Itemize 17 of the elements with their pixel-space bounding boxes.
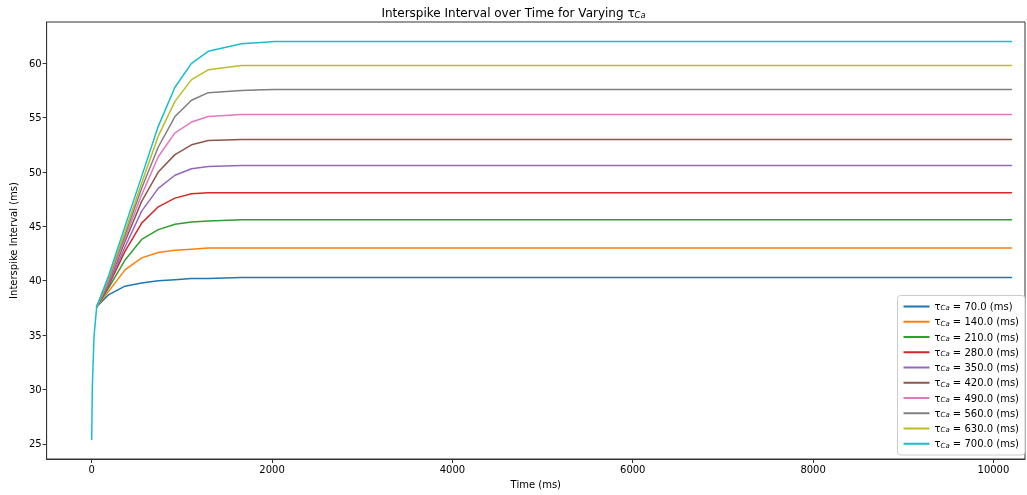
x-tick-label: 2000 xyxy=(259,463,285,475)
x-tick-label: 4000 xyxy=(439,463,466,475)
y-tick-label: 35 xyxy=(28,329,42,341)
x-tick-label: 6000 xyxy=(620,463,646,475)
x-tick-label: 0 xyxy=(88,463,95,475)
y-tick-label: 40 xyxy=(28,275,42,287)
y-tick-label: 45 xyxy=(28,220,42,232)
x-tick-label: 8000 xyxy=(800,463,826,475)
y-tick-label: 50 xyxy=(28,166,42,178)
x-tick-label: 10000 xyxy=(977,463,1010,475)
y-tick-label: 25 xyxy=(28,438,42,450)
chart-title: Interspike Interval over Time for Varying τCa xyxy=(381,6,646,21)
y-tick-label: 55 xyxy=(28,112,42,124)
y-tick-label: 30 xyxy=(28,383,42,395)
y-axis-title: Interspike Interval (ms) xyxy=(7,182,19,299)
x-axis-title: Time (ms) xyxy=(509,478,562,490)
y-tick-label: 60 xyxy=(28,57,42,69)
